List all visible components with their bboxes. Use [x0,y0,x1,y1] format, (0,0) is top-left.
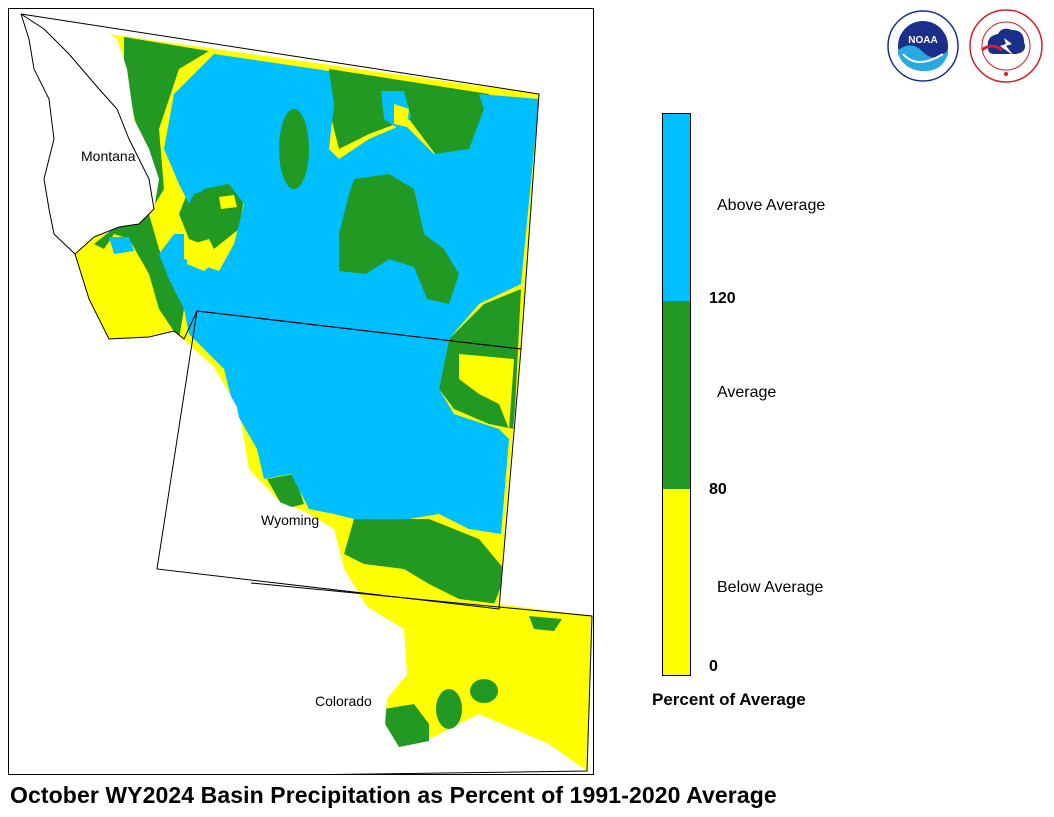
noaa-logo-icon: NOAA [887,10,959,82]
state-label-wyoming: Wyoming [261,512,320,528]
legend-label-average: Average [717,384,777,401]
noaa-logo-text: NOAA [908,35,937,46]
state-label-montana: Montana [81,148,136,164]
legend-label-above: Above Average [717,197,826,214]
above-average-areas [109,54,539,534]
map-title: October WY2024 Basin Precipitation as Pe… [10,782,777,808]
legend-tick-120: 120 [709,290,736,307]
legend-swatch-average [663,301,690,489]
nws-logo [968,8,1044,89]
nws-logo-icon [969,9,1043,83]
map-svg [9,9,593,774]
state-label-colorado: Colorado [315,693,372,709]
legend-label-below: Below Average [717,579,824,596]
state-boundaries [20,13,593,774]
outside-basin [9,9,593,774]
legend-color-bar [662,113,691,676]
legend-swatch-above [663,114,690,301]
noaa-logo: NOAA [887,10,959,87]
legend-tick-80: 80 [709,481,727,498]
legend-title: Percent of Average [652,690,806,709]
legend-tick-0: 0 [709,658,718,675]
legend-swatch-below [663,489,690,675]
basin-map: Montana Wyoming Colorado [8,8,594,775]
